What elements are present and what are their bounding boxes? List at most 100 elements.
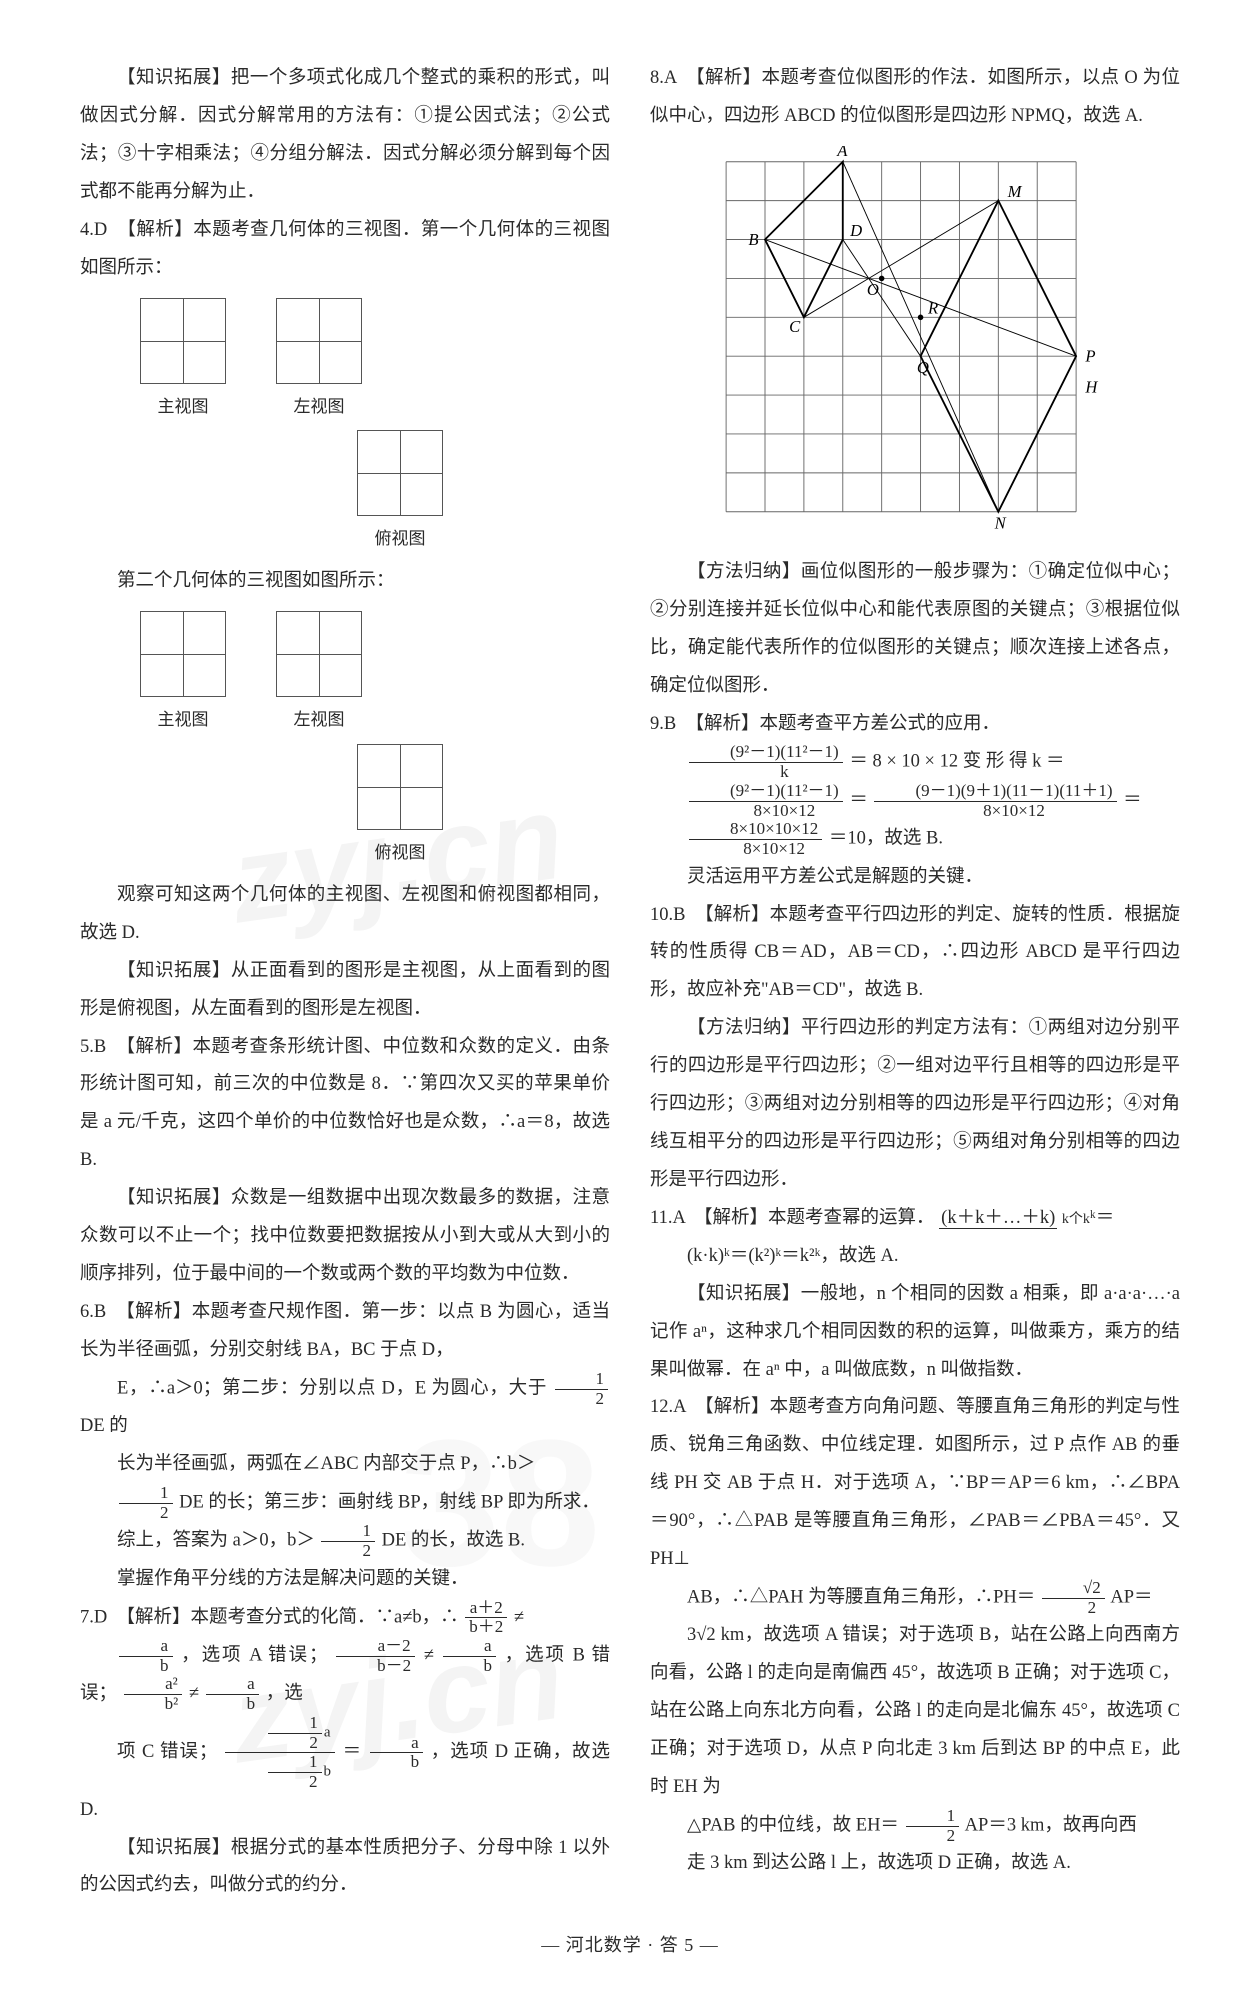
view-cell: 主视图	[140, 611, 226, 738]
q12-d-text: △PAB 的中位线，故 EH＝	[687, 1816, 899, 1836]
svg-text:O: O	[867, 280, 879, 299]
dilation-grid-diagram: ABCDOMRQPHN	[715, 146, 1115, 546]
svg-text:Q: Q	[917, 358, 929, 377]
q4-views-row1: 主视图 左视图	[140, 298, 610, 425]
q11-line-a: 11.A 【解析】本题考查幂的运算． (k＋k＋…＋k) k个k ᵏ＝	[650, 1200, 1180, 1238]
knowledge-extension-4: 【知识拓展】根据分式的基本性质把分子、分母中除 1 以外的公因式约去，叫做分式的…	[80, 1830, 610, 1906]
q7-b-text: ，选项 A 错误；	[181, 1646, 327, 1666]
view-cell: 主视图	[140, 298, 226, 425]
q9-e-text: ＝10，故选 B.	[829, 829, 943, 849]
front-view-box	[140, 298, 226, 384]
fraction: 12a12b	[225, 1714, 335, 1792]
top-view-box	[357, 430, 443, 516]
q7-line-c: 项 C 错误； 12a12b ＝ ab ，选项 D 正确，故选 D.	[80, 1714, 610, 1830]
q12-line-c: 3√2 km，故选项 A 错误；对于选项 B，站在公路上向西南方向看，公路 l …	[650, 1617, 1180, 1807]
neq: ≠	[514, 1607, 524, 1627]
front-view-label: 主视图	[140, 390, 226, 425]
q6-line-a: 6.B 【解析】本题考查尺规作图．第一步：以点 B 为圆心，适当长为半径画弧，分…	[80, 1294, 610, 1370]
q7-b-text5: ，选	[266, 1684, 303, 1704]
q11-a-text: 11.A 【解析】本题考查幂的运算．	[650, 1208, 935, 1228]
fraction-half: 12	[119, 1484, 173, 1522]
q12-line-a: 12.A 【解析】本题考查方向角问题、等腰直角三角形的判定与性质、锐角三角函数、…	[650, 1389, 1180, 1579]
fraction: a＋2b＋2	[465, 1599, 507, 1637]
svg-text:R: R	[927, 298, 938, 317]
method-summary-2: 【方法归纳】平行四边形的判定方法有：①两组对边分别平行的四边形是平行四边形；②一…	[650, 1010, 1180, 1200]
q4b-views-row1: 主视图 左视图	[140, 611, 610, 738]
svg-text:H: H	[1084, 378, 1098, 397]
fraction: ab	[443, 1637, 497, 1675]
q6-b-text2: DE 的	[80, 1416, 128, 1436]
fraction: 8×10×10×128×10×12	[689, 820, 822, 858]
q6-line-b: E，∴a＞0；第二步：分别以点 D，E 为圆心，大于 12 DE 的	[80, 1370, 610, 1446]
left-column: 【知识拓展】把一个多项式化成几个整式的乘积的形式，叫做因式分解．因式分解常用的方…	[80, 60, 610, 1905]
q6-b-text: E，∴a＞0；第二步：分别以点 D，E 为圆心，大于	[117, 1378, 553, 1398]
q4-mid-text: 第二个几何体的三视图如图所示：	[80, 563, 610, 601]
front-view-label: 主视图	[140, 703, 226, 738]
q9-line-b: (9²－1)(11²－1)k ＝ 8 × 10 × 12 变 形 得 k ＝	[650, 743, 1180, 781]
underbrace: (k＋k＋…＋k) k个k	[939, 1209, 1090, 1228]
q9-line-d: 8×10×10×128×10×12 ＝10，故选 B.	[650, 820, 1180, 858]
left-view-box	[276, 611, 362, 697]
fraction-half: 12	[321, 1522, 375, 1560]
q11-line-b: (k·k)ᵏ＝(k²)ᵏ＝k²ᵏ，故选 A.	[650, 1238, 1180, 1276]
q4-conclusion: 观察可知这两个几何体的主视图、左视图和俯视图都相同，故选 D.	[80, 877, 610, 953]
q12-b2-text: AP＝	[1110, 1588, 1152, 1608]
q4-views-row2: 俯视图	[190, 430, 610, 557]
q9-line-f: 灵活运用平方差公式是解题的关键．	[650, 859, 1180, 897]
q12-line-b: AB，∴△PAH 为等腰直角三角形，∴PH＝ √22 AP＝	[650, 1579, 1180, 1617]
q6-e-text2: DE 的长，故选 B.	[382, 1531, 525, 1551]
q9-line-c: (9²－1)(11²－1)8×10×12 ＝ (9－1)(9＋1)(11－1)(…	[650, 782, 1180, 820]
left-view-box	[276, 298, 362, 384]
q6-line-d: 12 DE 的长；第三步：画射线 BP，射线 BP 即为所求．	[80, 1484, 610, 1522]
q6-d-text: DE 的长；第三步：画射线 BP，射线 BP 即为所求．	[179, 1492, 600, 1512]
fraction: ab	[370, 1734, 424, 1772]
knowledge-extension-3: 【知识拓展】众数是一组数据中出现次数最多的数据，注意众数可以不止一个；找中位数要…	[80, 1180, 610, 1294]
fraction-half: 12	[555, 1370, 609, 1408]
left-view-label: 左视图	[276, 390, 362, 425]
svg-text:C: C	[789, 317, 801, 336]
fraction: ab	[206, 1675, 260, 1713]
q7-line-a: 7.D 【解析】本题考查分式的化简．∵a≠b，∴ a＋2b＋2 ≠	[80, 1599, 610, 1637]
q12-line-e: 走 3 km 到达公路 l 上，故选项 D 正确，故选 A.	[650, 1845, 1180, 1883]
view-cell: 左视图	[276, 298, 362, 425]
fraction: (9²－1)(11²－1)k	[689, 743, 843, 781]
eq: ＝	[1123, 790, 1142, 810]
right-column: 8.A 【解析】本题考查位似图形的作法．如图所示，以点 O 为位似中心，四边形 …	[650, 60, 1180, 1905]
front-view-box	[140, 611, 226, 697]
q7-a-text: 7.D 【解析】本题考查分式的化简．∵a≠b，∴	[80, 1607, 459, 1627]
q6-e-text: 综上，答案为 a＞0，b＞	[117, 1531, 315, 1551]
fraction-half: 12	[906, 1807, 960, 1845]
neq: ≠	[424, 1646, 434, 1666]
q12-d2-text: AP＝3 km，故再向西	[965, 1816, 1137, 1836]
method-summary-1: 【方法归纳】画位似图形的一般步骤为：①确定位似中心；②分别连接并延长位似中心和能…	[650, 554, 1180, 706]
top-view-box	[357, 744, 443, 830]
eq: ＝	[343, 1742, 362, 1762]
knowledge-extension-2: 【知识拓展】从正面看到的图形是主视图，从上面看到的图形是俯视图，从左面看到的图形…	[80, 953, 610, 1029]
top-view-label: 俯视图	[375, 836, 426, 871]
fraction: (9²－1)(11²－1)8×10×12	[689, 782, 843, 820]
q9-line-a: 9.B 【解析】本题考查平方差公式的应用．	[650, 706, 1180, 744]
q6-line-c: 长为半径画弧，两弧在∠ABC 内部交于点 P，∴b＞	[80, 1446, 610, 1484]
svg-text:M: M	[1007, 182, 1023, 201]
page-footer: — 河北数学 · 答 5 —	[80, 1931, 1180, 1957]
knowledge-extension-1: 【知识拓展】把一个多项式化成几个整式的乘积的形式，叫做因式分解．因式分解常用的方…	[80, 60, 610, 212]
q6-line-f: 掌握作角平分线的方法是解决问题的关键．	[80, 1561, 610, 1599]
q5: 5.B 【解析】本题考查条形统计图、中位数和众数的定义．由条形统计图可知，前三次…	[80, 1029, 610, 1181]
q11-a2: ᵏ＝	[1090, 1208, 1114, 1228]
svg-text:B: B	[748, 230, 758, 249]
fraction: ab	[119, 1637, 173, 1675]
q9-b-text: ＝ 8 × 10 × 12 变 形 得 k ＝	[849, 752, 1064, 772]
svg-text:N: N	[994, 513, 1007, 532]
eq: ＝	[849, 790, 868, 810]
neq: ≠	[189, 1684, 199, 1704]
fraction: √22	[1042, 1579, 1105, 1617]
q7-c-text: 项 C 错误；	[117, 1742, 217, 1762]
q7-line-b: ab ，选项 A 错误； a－2b－2 ≠ ab ，选项 B 错误； a²b² …	[80, 1637, 610, 1714]
q6-line-e: 综上，答案为 a＞0，b＞ 12 DE 的长，故选 B.	[80, 1522, 610, 1560]
q12-b-text: AB，∴△PAH 为等腰直角三角形，∴PH＝	[687, 1588, 1035, 1608]
q12-line-d: △PAB 的中位线，故 EH＝ 12 AP＝3 km，故再向西	[650, 1807, 1180, 1845]
svg-text:D: D	[849, 221, 862, 240]
fraction: (9－1)(9＋1)(11－1)(11＋1)8×10×12	[874, 782, 1116, 820]
two-column-layout: 【知识拓展】把一个多项式化成几个整式的乘积的形式，叫做因式分解．因式分解常用的方…	[80, 60, 1180, 1905]
fraction: a²b²	[124, 1675, 183, 1713]
